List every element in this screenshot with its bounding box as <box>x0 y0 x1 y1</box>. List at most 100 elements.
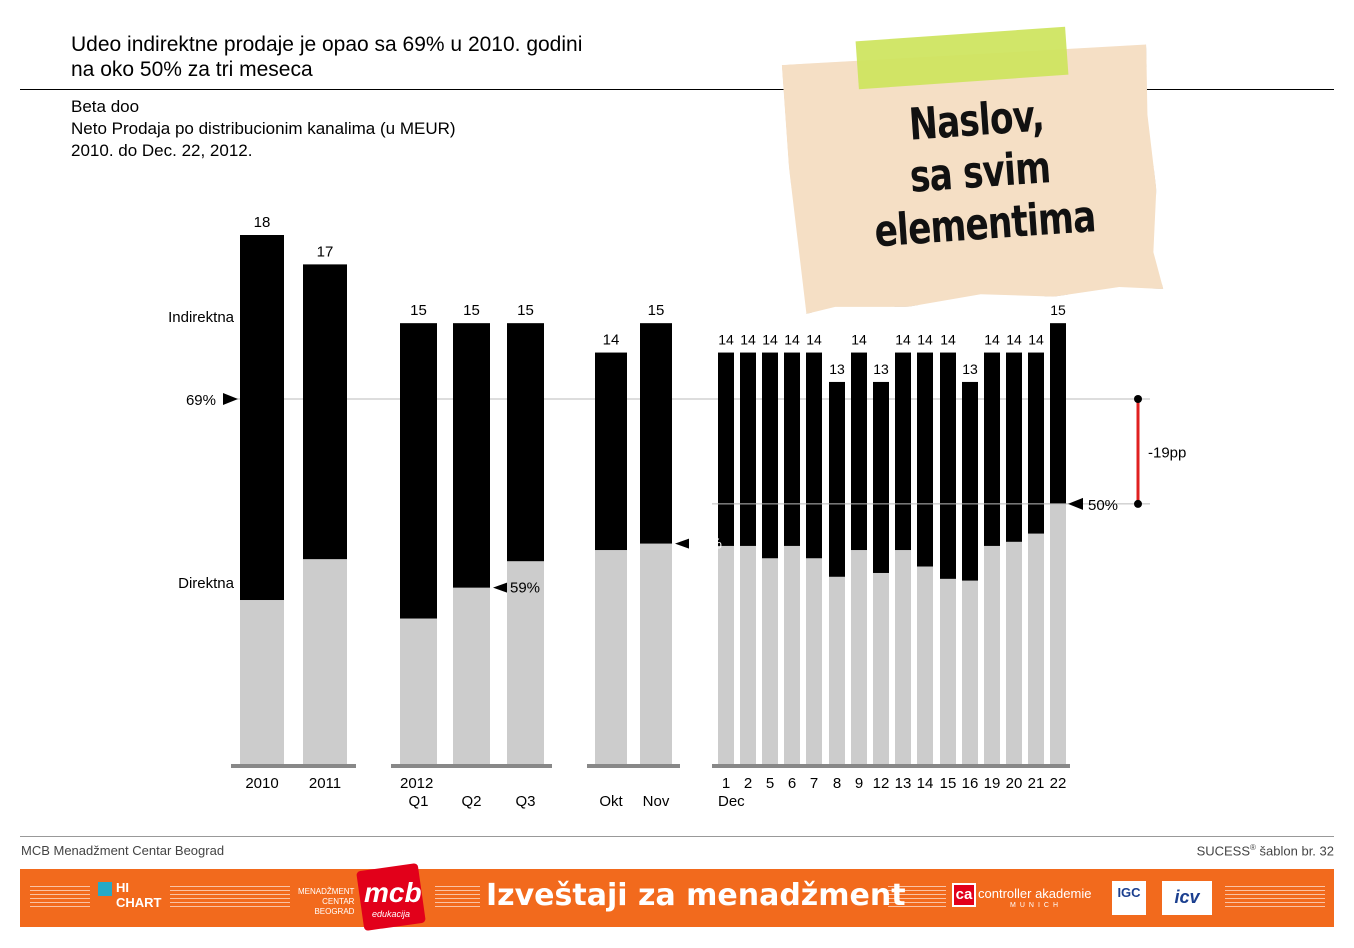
ref-start-label: 69% <box>186 392 216 409</box>
bar-direct <box>851 550 867 764</box>
bar-direct <box>718 545 734 764</box>
bar-direct <box>400 618 437 764</box>
hichart-text-b: CHART <box>116 894 162 910</box>
mcb-small-text: MENADŽMENT CENTAR BEOGRAD <box>298 887 354 917</box>
x-tick-label: 2 <box>744 775 752 792</box>
chart-subtitle: Neto Prodaja po distribucionim kanalima … <box>71 119 456 138</box>
ref-end-arrow <box>1068 497 1083 510</box>
bar-indirect <box>1050 323 1066 504</box>
bar-total-label: 14 <box>603 332 620 349</box>
share-label: 54% <box>0 0 30 4</box>
legend-direct: Direktna <box>178 575 235 592</box>
sticky-note-text: Naslov, sa svim elementima <box>866 88 1097 259</box>
bar-total-label: 14 <box>762 332 778 348</box>
bar-total-label: 13 <box>829 361 845 377</box>
x-tick-label: 15 <box>940 775 957 792</box>
bar-total-label: 14 <box>740 332 756 348</box>
bar-indirect <box>1006 352 1022 542</box>
x-tick-label: 16 <box>962 775 979 792</box>
bar-indirect <box>400 323 437 619</box>
banner-stripes-3 <box>435 886 480 910</box>
share-label: 60% <box>692 536 722 553</box>
x-tick-label: 14 <box>917 775 934 792</box>
footer-right: SUCESS® šablon br. 32 <box>1197 843 1334 858</box>
x-tick-label: Okt <box>599 793 623 810</box>
mcb-logo-sub: edukacija <box>372 909 411 919</box>
bar-direct <box>303 559 347 764</box>
x-tick-label: 2011 <box>309 775 341 792</box>
bar-indirect <box>851 352 867 551</box>
banner-title: Izveštaji za menadžment <box>486 878 906 913</box>
bar-indirect <box>595 352 627 551</box>
mcb-small-3: BEOGRAD <box>314 907 355 916</box>
igc-logo: IGC <box>1112 881 1146 915</box>
bar-direct <box>784 545 800 764</box>
group-label: Dec <box>718 793 745 810</box>
x-tick-label: 1 <box>722 775 730 792</box>
bar-total-label: 15 <box>1050 302 1066 318</box>
bar-direct <box>917 566 933 764</box>
legend-indirect: Indirektna <box>168 309 235 326</box>
bar-total-label: 18 <box>254 214 271 231</box>
bar-direct <box>640 543 672 764</box>
bar-total-label: 15 <box>410 302 427 319</box>
company-name: Beta doo <box>71 97 140 116</box>
bar-total-label: 15 <box>517 302 534 319</box>
controller-akademie-text: controller akademie <box>978 886 1092 901</box>
footer-left: MCB Menadžment Centar Beograd <box>21 843 225 858</box>
footer-brand: SUCESS <box>1196 843 1251 859</box>
bar-direct <box>829 576 845 764</box>
controller-akademie-sub: MUNICH <box>1010 902 1062 909</box>
bar-total-label: 14 <box>984 332 1000 348</box>
x-tick-label: 22 <box>1050 775 1067 792</box>
x-tick-label: 2010 <box>245 775 278 792</box>
x-tick-label: Q2 <box>461 793 481 810</box>
bar-total-label: 14 <box>806 332 822 348</box>
bar-total-label: 17 <box>317 243 334 260</box>
bar-direct <box>740 545 756 764</box>
controller-akademie-icon: ca <box>952 883 976 907</box>
hichart-icon <box>98 881 112 896</box>
bar-direct <box>895 550 911 764</box>
chart-period: 2010. do Dec. 22, 2012. <box>71 141 253 160</box>
bar-direct <box>595 550 627 764</box>
x-tick-label: 6 <box>788 775 796 792</box>
mcb-small-2: CENTAR <box>322 897 355 906</box>
ref-end-label: 50% <box>1088 497 1118 514</box>
x-tick-label: 19 <box>984 775 1001 792</box>
bar-indirect <box>962 381 978 581</box>
share-arrow <box>493 582 507 593</box>
bar-indirect <box>640 323 672 544</box>
bar-indirect <box>762 352 778 559</box>
bar-total-label: 14 <box>940 332 956 348</box>
bar-direct <box>240 600 284 764</box>
mcb-small-1: MENADŽMENT <box>298 887 355 896</box>
share-label: 59% <box>510 580 540 597</box>
page-title: Udeo indirektne prodaje je opao sa 69% u… <box>71 32 582 82</box>
bar-direct <box>507 561 544 764</box>
bar-indirect <box>507 323 544 562</box>
bar-indirect <box>829 381 845 577</box>
x-tick-label: 20 <box>1006 775 1023 792</box>
bar-total-label: 14 <box>1006 332 1022 348</box>
x-tick-label: 12 <box>873 775 890 792</box>
banner-stripes-4 <box>888 886 946 910</box>
x-tick-label: 5 <box>766 775 774 792</box>
bar-direct <box>873 572 889 764</box>
hichart-logo: HI CHART <box>98 881 162 910</box>
banner-stripes-5 <box>1225 886 1325 910</box>
title-line-1: Udeo indirektne prodaje je opao sa 69% u… <box>71 33 583 56</box>
bar-indirect <box>984 352 1000 546</box>
title-line-2: na oko 50% za tri meseca <box>71 58 313 81</box>
bar-direct <box>984 545 1000 764</box>
footer-registered: ® <box>1250 843 1256 852</box>
bar-indirect <box>740 352 756 546</box>
bar-total-label: 14 <box>784 332 800 348</box>
bar-direct <box>762 558 778 764</box>
banner-stripes-1 <box>30 886 90 910</box>
bar-direct <box>940 578 956 764</box>
delta-label: -19pp <box>1148 444 1186 461</box>
bar-total-label: 13 <box>962 361 978 377</box>
mcb-logo-text: mcb <box>364 877 422 908</box>
bar-total-label: 14 <box>718 332 734 348</box>
